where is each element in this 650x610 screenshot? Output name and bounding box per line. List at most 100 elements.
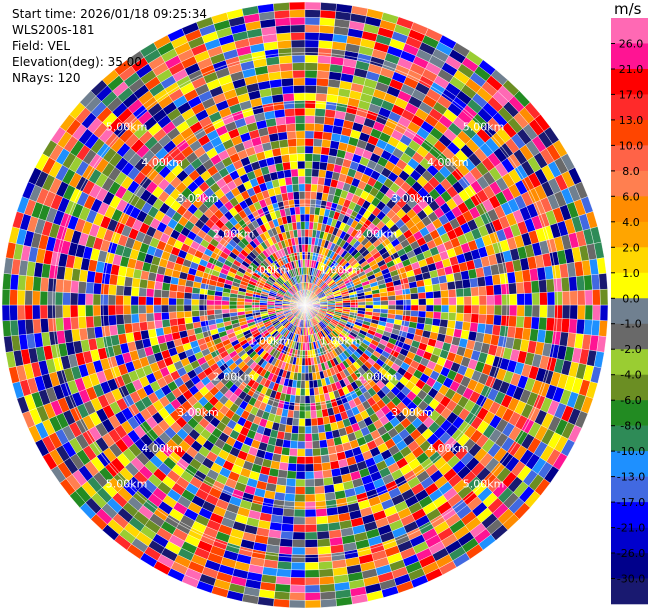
colorbar-tick-label: -8.0 [620,420,641,433]
velocity-gate [304,32,320,41]
velocity-gate [418,304,427,312]
velocity-gate [124,276,134,287]
velocity-gate [317,424,326,434]
velocity-gate [273,591,291,601]
velocity-gate [447,288,457,298]
velocity-gate [447,312,457,322]
velocity-gate [327,303,336,306]
velocity-gate [282,304,291,307]
velocity-gate [304,153,314,162]
range-ring-label: 2.00km [213,370,255,383]
velocity-gate [293,516,306,525]
velocity-gate [259,304,268,308]
velocity-gate [562,304,571,320]
colorbar-tick-label: -17.0 [617,496,645,509]
velocity-gate [275,484,287,494]
velocity-gate [312,455,322,465]
velocity-gate [40,318,50,333]
range-ring-label: 5.00km [463,121,505,134]
velocity-gate [372,304,381,310]
velocity-gate [304,425,312,434]
velocity-gate [440,304,450,313]
velocity-gate [317,47,333,57]
velocity-gate [288,199,295,208]
velocity-gate [115,294,124,306]
velocity-gate [69,304,79,318]
velocity-gate [273,491,286,502]
velocity-gate [183,298,192,306]
velocity-gate [301,244,306,253]
velocity-gate [314,493,326,502]
velocity-gate [16,289,26,306]
velocity-gate [9,319,19,337]
velocity-gate [515,315,525,329]
velocity-gate [293,92,306,101]
velocity-gate [162,326,172,336]
colorbar-tick-label: 26.0 [619,38,644,51]
velocity-gate [530,280,540,294]
velocity-gate [417,292,427,300]
velocity-gate [273,108,286,119]
velocity-gate [287,191,295,201]
velocity-gate [107,294,117,306]
velocity-gate [169,318,179,327]
velocity-gate [304,191,312,200]
velocity-gate [357,301,366,306]
velocity-gate [304,123,315,132]
velocity-gate [315,93,328,102]
velocity-gate [108,324,119,337]
velocity-gate [130,286,140,297]
velocity-gate [153,304,162,314]
velocity-gate [493,284,502,296]
velocity-gate [285,123,297,132]
velocity-gate [409,287,419,295]
velocity-gate [319,161,328,171]
colorbar-tick-label: -1.0 [620,318,641,331]
velocity-gate [486,294,495,306]
velocity-gate [463,304,472,314]
velocity-gate [456,296,465,306]
velocity-gate [476,323,486,334]
velocity-gate [300,372,306,381]
velocity-gate [290,432,299,442]
velocity-gate [131,277,141,288]
velocity-gate [304,418,312,427]
velocity-gate [298,418,306,427]
velocity-gate [62,279,72,293]
velocity-gate [478,295,487,306]
velocity-gate [545,278,555,293]
velocity-gate [320,598,337,608]
velocity-gate [283,500,295,510]
velocity-gate [284,176,293,186]
velocity-gate [17,274,27,291]
velocity-gate [531,304,541,318]
velocity-gate [315,500,327,510]
velocity-gate [304,569,320,578]
velocity-gate [153,288,163,298]
velocity-gate [69,292,79,306]
velocity-gate [198,293,208,301]
velocity-gate [318,431,327,441]
velocity-gate [418,298,427,306]
velocity-gate [108,284,117,296]
velocity-gate [304,107,316,117]
velocity-gate [281,154,291,164]
velocity-gate [199,315,208,322]
velocity-gate [569,304,578,320]
velocity-gate [303,282,306,291]
velocity-gate [55,317,65,332]
velocity-gate [276,170,286,180]
velocity-gate [584,304,594,321]
colorbar-tick-label: 17.0 [619,88,644,101]
colorbar-tick-label: 1.0 [622,267,640,280]
velocity-gate [161,311,170,321]
velocity-gate [294,115,306,124]
velocity-gate [417,310,427,318]
range-ring-label: 1.00km [320,263,362,276]
velocity-gate [24,319,34,335]
velocity-gate [388,300,397,306]
velocity-gate [323,476,334,486]
velocity-gate [275,116,287,126]
velocity-gate [85,281,95,295]
